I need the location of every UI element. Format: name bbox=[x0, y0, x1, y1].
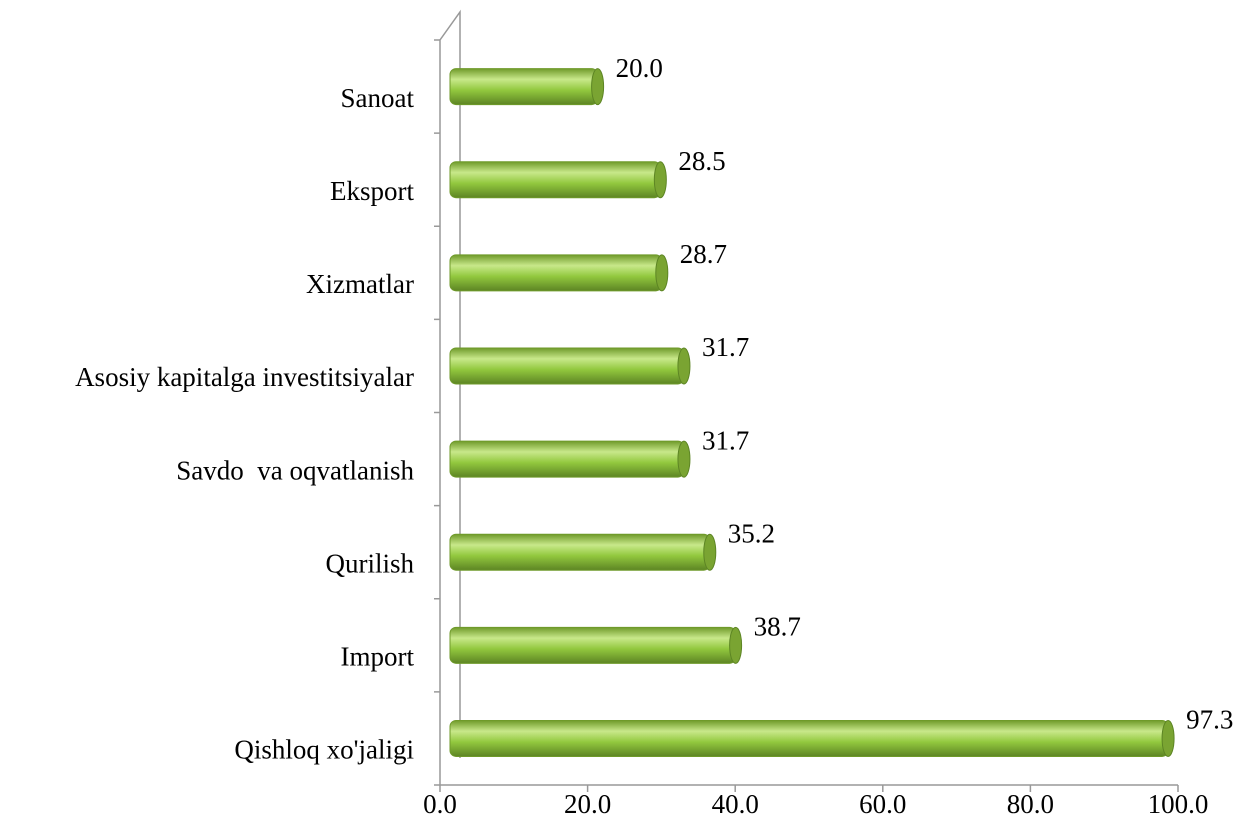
x-tick-label: 60.0 bbox=[859, 789, 906, 819]
value-label: 31.7 bbox=[702, 332, 749, 362]
value-label: 20.0 bbox=[616, 53, 663, 83]
bar-cap bbox=[653, 161, 667, 199]
y-tick-label: Eksport bbox=[330, 176, 414, 206]
y-tick-label: Savdo va oqvatlanish bbox=[176, 455, 414, 485]
y-tick-label: Sanoat bbox=[341, 83, 415, 113]
value-label: 35.2 bbox=[728, 518, 775, 548]
bar-cap bbox=[591, 68, 605, 106]
value-label: 38.7 bbox=[754, 612, 801, 642]
value-label: 28.5 bbox=[678, 146, 725, 176]
bar bbox=[449, 254, 663, 292]
y-tick-label: Xizmatlar bbox=[306, 269, 414, 299]
bar-cap bbox=[677, 347, 691, 385]
x-tick-label: 100.0 bbox=[1148, 789, 1209, 819]
bar bbox=[449, 533, 711, 571]
bar-cap bbox=[655, 254, 669, 292]
x-tick-label: 20.0 bbox=[564, 789, 611, 819]
bar bbox=[449, 626, 737, 664]
x-tick-label: 0.0 bbox=[423, 789, 457, 819]
bar-cap bbox=[729, 626, 743, 664]
bar bbox=[449, 68, 599, 106]
bar bbox=[449, 719, 1169, 757]
bar bbox=[449, 347, 685, 385]
back-wall bbox=[439, 9, 461, 785]
x-tick-label: 80.0 bbox=[1007, 789, 1054, 819]
value-label: 97.3 bbox=[1186, 705, 1233, 735]
y-tick-label: Qishloq xo'jaligi bbox=[234, 735, 414, 765]
x-tick-label: 40.0 bbox=[712, 789, 759, 819]
y-tick-label: Asosiy kapitalga investitsiyalar bbox=[75, 362, 414, 392]
bar-cap bbox=[1161, 719, 1175, 757]
y-tick-label: Import bbox=[341, 642, 415, 672]
bar-cap bbox=[677, 440, 691, 478]
bar-cap bbox=[703, 533, 717, 571]
value-label: 28.7 bbox=[680, 239, 727, 269]
value-label: 31.7 bbox=[702, 425, 749, 455]
bar bbox=[449, 440, 685, 478]
bar bbox=[449, 161, 661, 199]
y-tick-label: Qurilish bbox=[325, 548, 414, 578]
